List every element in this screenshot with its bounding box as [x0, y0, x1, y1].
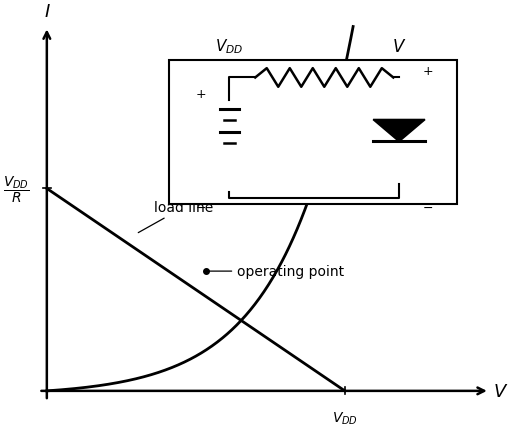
Text: $V_{DD}$: $V_{DD}$: [215, 37, 243, 55]
Text: load line: load line: [138, 200, 214, 233]
Text: I: I: [44, 3, 49, 21]
Polygon shape: [373, 120, 425, 142]
Text: $-$: $-$: [195, 200, 206, 214]
Text: operating point: operating point: [209, 264, 345, 279]
Bar: [169, 61, 457, 204]
Text: V: V: [494, 382, 506, 400]
Text: $V$: $V$: [392, 37, 406, 55]
Text: diode response: diode response: [171, 141, 277, 157]
Text: $-$: $-$: [422, 200, 433, 214]
Text: +: +: [422, 64, 433, 78]
Text: +: +: [195, 88, 206, 101]
Text: $V_{DD}$: $V_{DD}$: [332, 409, 358, 426]
Text: $\dfrac{V_{DD}}{R}$: $\dfrac{V_{DD}}{R}$: [4, 174, 30, 204]
